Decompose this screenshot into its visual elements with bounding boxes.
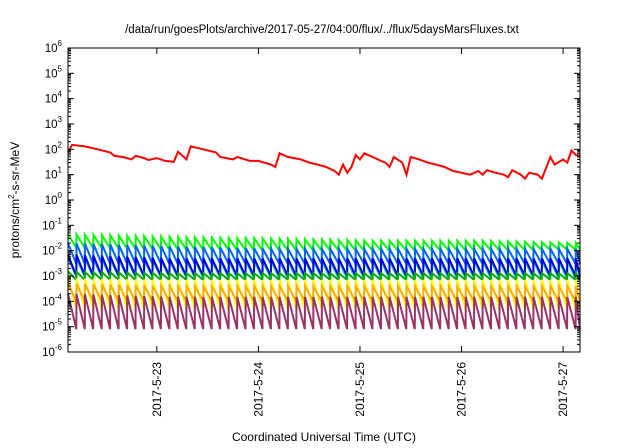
series-line-5 [67,254,581,277]
y-axis-label-tail: -s-sr-MeV [8,142,22,195]
y-tick-label: 10-6 [42,343,62,359]
x-tick-label: 2017-5-24 [251,362,265,417]
y-tick-label: 10-3 [42,267,62,283]
series-line-3 [67,242,581,268]
y-axis-label-main: protons/cm [8,199,22,258]
y-tick-label: 100 [45,191,63,207]
x-tick-label: 2017-5-25 [353,362,367,417]
y-axis-label-sup: 2 [7,194,16,199]
series-line-9 [67,293,581,330]
x-axis-label: Coordinated Universal Time (UTC) [232,430,416,444]
y-axis-label: protons/cm2-s-sr-MeV [7,142,22,258]
y-tick-label: 103 [45,115,63,131]
y-tick-label: 10-5 [42,318,62,334]
y-tick-label: 104 [45,90,63,106]
series-line-2 [67,230,581,254]
y-tick-label: 10-2 [42,242,62,258]
data-series-layer [67,143,581,330]
series-line-8 [67,282,581,306]
x-tick-label: 2017-5-23 [150,362,164,417]
y-tick-label: 10-4 [42,292,62,308]
chart-title: /data/run/goesPlots/archive/2017-05-27/0… [125,24,520,36]
x-tick-label: 2017-5-27 [556,362,570,417]
y-tick-label: 102 [45,140,63,156]
x-tick-label: 2017-5-26 [455,362,469,417]
series-line-1 [67,143,581,181]
y-tick-label: 10-1 [42,216,62,232]
series-line-6 [67,269,581,283]
y-tick-label: 106 [45,39,63,55]
y-tick-label: 101 [45,166,63,182]
tick-layer: 10-6 10-5 10-4 10-3 10-2 10-1 100 101 102 103 104 1… [42,39,580,417]
y-tick-label: 105 [45,64,63,80]
